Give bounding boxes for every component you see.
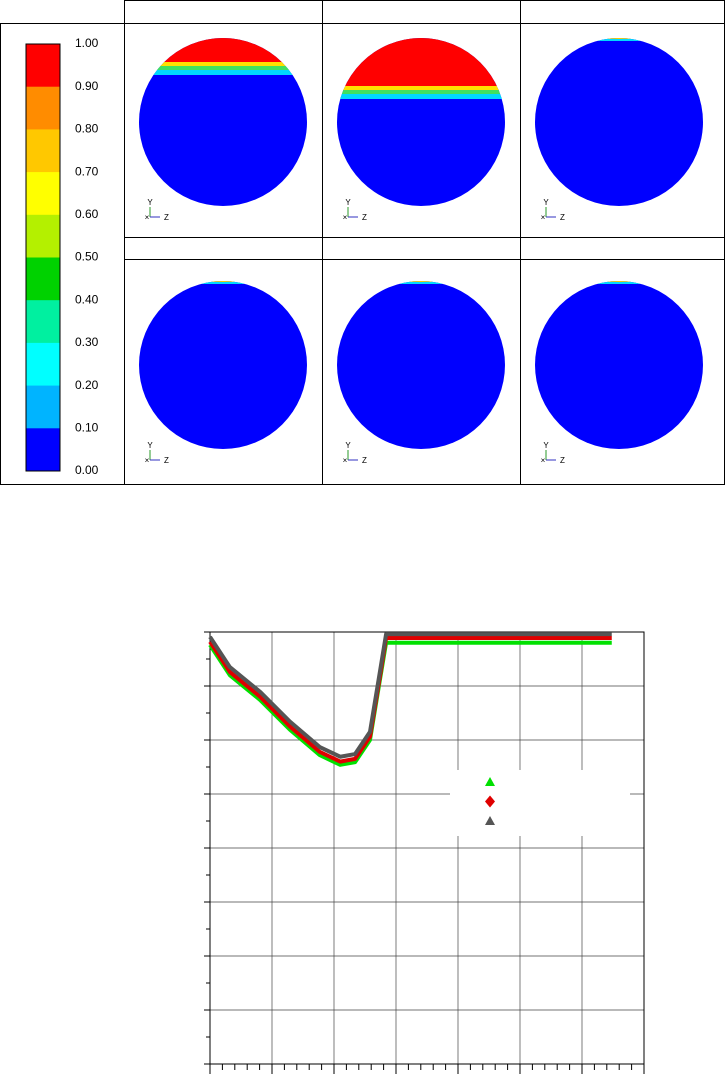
colorbar-label: 0.10	[75, 420, 99, 434]
triad-label: Y	[147, 441, 153, 450]
colorbar-label: 0.60	[75, 207, 99, 221]
colorbar-label: 0.30	[75, 335, 99, 349]
colorbar-band	[26, 214, 60, 258]
colorbar-label: 0.00	[75, 463, 99, 477]
triad-label: Y	[543, 198, 549, 207]
phase-yellow	[407, 281, 435, 282]
colorbar-band	[26, 129, 60, 173]
triad-x: ×	[343, 213, 348, 222]
colorbar-band	[26, 385, 60, 429]
contour-image	[337, 38, 505, 206]
phase-green	[337, 89, 505, 94]
legend-marker	[485, 795, 495, 808]
triad-label: Z	[560, 456, 565, 465]
phase-blue	[535, 38, 703, 206]
phase-red	[139, 38, 307, 62]
colorbar-band	[26, 257, 60, 301]
contour-image	[535, 281, 703, 449]
triad-label: Z	[362, 213, 367, 222]
phase-cyan	[595, 281, 643, 284]
colorbar-band	[26, 172, 60, 216]
colorbar-band	[26, 86, 60, 130]
contour-image	[139, 38, 307, 206]
triad-label: Z	[164, 456, 169, 465]
colorbar-label: 0.80	[75, 122, 99, 136]
phase-yellow	[337, 86, 505, 90]
phase-yellow	[139, 62, 307, 66]
contour-image	[535, 38, 703, 206]
colorbar-label: 0.50	[75, 250, 99, 264]
contour-image	[139, 281, 307, 449]
legend-marker	[485, 816, 495, 825]
phase-blue	[139, 281, 307, 449]
triad-label: Y	[543, 441, 549, 450]
triad-x: ×	[541, 213, 546, 222]
triad-x: ×	[541, 456, 546, 465]
triad-x: ×	[343, 456, 348, 465]
triad-label: Z	[362, 456, 367, 465]
phase-yellow	[209, 281, 237, 282]
triad-label: Y	[147, 198, 153, 207]
triad-x: ×	[145, 213, 150, 222]
phase-cyan	[595, 38, 643, 41]
phase-cyan	[337, 92, 505, 99]
triad-label: Y	[345, 441, 351, 450]
colorbar-band	[26, 428, 60, 472]
phase-red	[337, 38, 505, 86]
phase-cyan	[397, 281, 445, 284]
series-line	[208, 635, 612, 764]
colorbar-frame	[25, 43, 61, 472]
colorbar-label: 0.90	[75, 79, 99, 93]
plot-frame	[209, 631, 645, 1065]
colorbar-label: 0.20	[75, 378, 99, 392]
phase-cyan	[199, 281, 247, 284]
triad-label: Y	[345, 198, 351, 207]
phase-blue	[337, 281, 505, 449]
colorbar-label: 1.00	[75, 36, 99, 50]
colorbar-band	[26, 44, 60, 88]
phase-yellow	[605, 281, 633, 282]
phase-green	[139, 65, 307, 70]
legend-marker	[485, 777, 495, 786]
triad-label: Z	[164, 213, 169, 222]
triad-x: ×	[145, 456, 150, 465]
series-line	[208, 632, 612, 759]
colorbar-label: 0.40	[75, 292, 99, 306]
legend-box	[450, 770, 630, 836]
phase-yellow	[605, 38, 633, 39]
colorbar-label: 0.70	[75, 164, 99, 178]
contour-image	[337, 281, 505, 449]
colorbar-band	[26, 300, 60, 344]
phase-blue	[535, 281, 703, 449]
phase-cyan	[139, 68, 307, 75]
triad-label: Z	[560, 213, 565, 222]
colorbar-band	[26, 342, 60, 387]
